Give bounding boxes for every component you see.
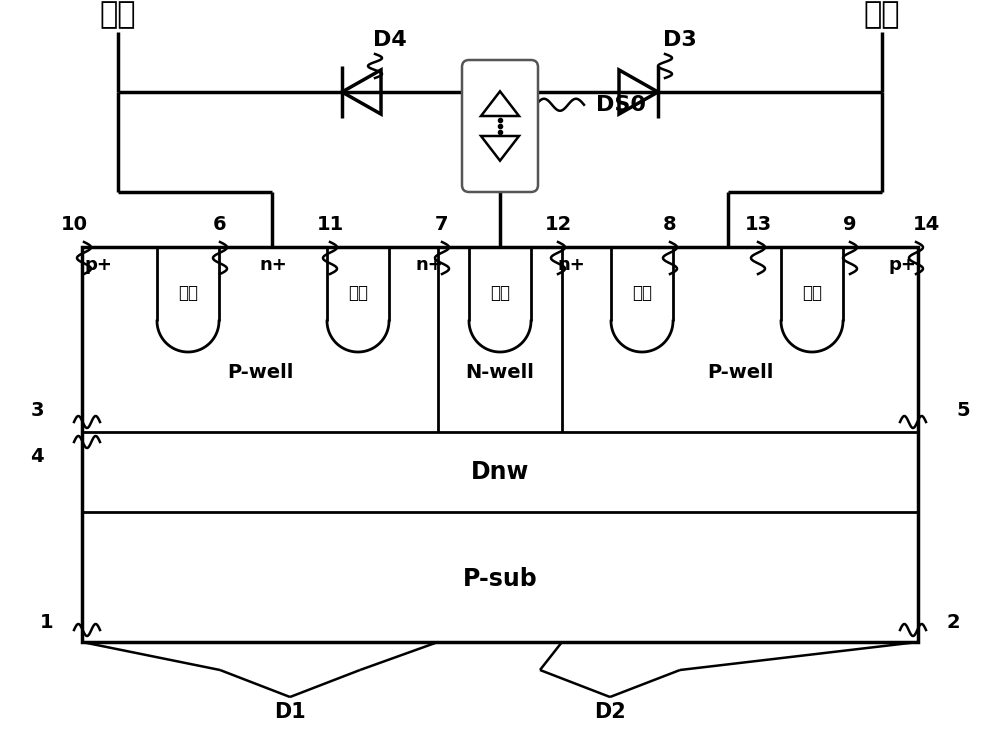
Text: 沟槽: 沟槽: [490, 284, 510, 302]
Text: 9: 9: [843, 215, 857, 235]
Text: 10: 10: [60, 215, 88, 235]
Text: 沟槽: 沟槽: [348, 284, 368, 302]
Text: 7: 7: [435, 215, 449, 235]
Text: D2: D2: [594, 702, 626, 722]
Text: 3: 3: [30, 400, 44, 420]
Text: 2: 2: [946, 613, 960, 631]
FancyBboxPatch shape: [462, 60, 538, 192]
Text: p+: p+: [84, 256, 112, 274]
Bar: [82, 247, 918, 642]
Text: 沟槽: 沟槽: [178, 284, 198, 302]
Text: 1: 1: [40, 613, 54, 631]
Text: D1: D1: [274, 702, 306, 722]
Text: P-well: P-well: [707, 362, 773, 382]
Text: 14: 14: [912, 215, 940, 235]
Text: 12: 12: [544, 215, 572, 235]
Text: 4: 4: [30, 447, 44, 466]
Text: D3: D3: [663, 30, 697, 50]
Text: p+: p+: [888, 256, 916, 274]
Text: 5: 5: [956, 400, 970, 420]
Text: 8: 8: [663, 215, 677, 235]
Text: DS0: DS0: [596, 95, 646, 115]
Text: 13: 13: [744, 215, 772, 235]
Text: 阳极: 阳极: [100, 1, 136, 29]
Text: 沟槽: 沟槽: [802, 284, 822, 302]
Text: N-well: N-well: [466, 362, 534, 382]
Text: n+: n+: [415, 256, 443, 274]
Text: Dnw: Dnw: [471, 460, 529, 484]
Text: 沟槽: 沟槽: [632, 284, 652, 302]
Text: P-sub: P-sub: [463, 567, 537, 591]
Text: n+: n+: [259, 256, 287, 274]
Text: 11: 11: [316, 215, 344, 235]
Text: 6: 6: [213, 215, 227, 235]
Text: P-well: P-well: [227, 362, 293, 382]
Text: 阴极: 阴极: [864, 1, 900, 29]
Text: n+: n+: [557, 256, 585, 274]
Text: D4: D4: [373, 30, 407, 50]
